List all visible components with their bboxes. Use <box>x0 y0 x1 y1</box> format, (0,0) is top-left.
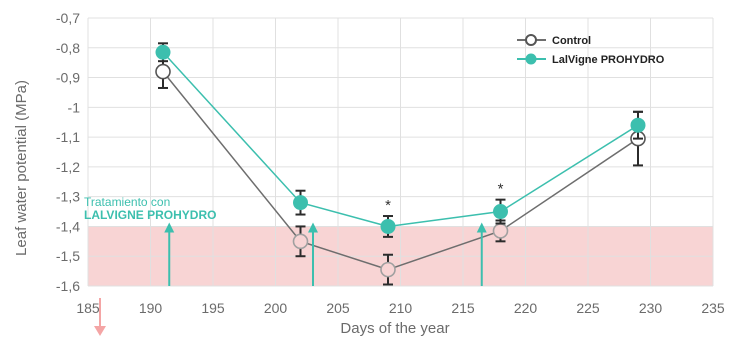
treatment-arrow-head <box>164 222 175 233</box>
y-tick-label: -0,9 <box>56 70 80 86</box>
y-tick-label: -1 <box>68 99 81 115</box>
data-point <box>492 223 509 239</box>
data-point <box>293 195 308 211</box>
x-axis-title: Days of the year <box>340 320 449 337</box>
y-axis-title: Leaf water potential (MPa) <box>13 80 30 256</box>
y-axis: -0,7 -0,8 -0,9 -1 -1,1 -1,2 -1,3 -1,4 -1,5 -1,6 <box>56 10 80 294</box>
treatment-arrow-head <box>308 222 318 233</box>
significance-star: * <box>385 197 391 214</box>
y-tick-label: -0,7 <box>56 10 80 26</box>
legend-control-marker <box>525 34 537 46</box>
x-tick-label: 200 <box>264 300 288 316</box>
data-point <box>292 233 309 250</box>
x-tick-label: 220 <box>514 300 538 316</box>
y-tick-label: -1,1 <box>56 129 80 145</box>
x-tick-label: 185 <box>76 300 100 316</box>
x-axis: 185 190 195 200 205 210 215 220 225 230 235 <box>76 300 725 316</box>
data-point <box>155 44 171 60</box>
data-point <box>630 117 646 133</box>
x-tick-label: 205 <box>326 300 350 316</box>
data-point <box>380 261 396 278</box>
significance-star: * <box>498 181 504 198</box>
legend-prohydro-marker <box>525 53 537 65</box>
y-tick-label: -0,8 <box>56 40 80 56</box>
down-arrow-head <box>94 326 106 336</box>
data-point <box>493 204 508 220</box>
x-tick-label: 235 <box>701 300 725 316</box>
data-point <box>380 218 396 234</box>
annotation-line1: Tratamiento con <box>84 195 170 209</box>
x-tick-label: 190 <box>139 300 163 316</box>
x-tick-label: 225 <box>576 300 600 316</box>
x-tick-label: 230 <box>639 300 663 316</box>
series-1 <box>155 42 646 238</box>
x-tick-label: 195 <box>201 300 225 316</box>
legend-prohydro-label: LalVigne PROHYDRO <box>552 54 665 66</box>
x-tick-label: 210 <box>389 300 413 316</box>
down-arrow <box>94 298 106 336</box>
annotation-line2: LALVIGNE PROHYDRO <box>84 208 216 222</box>
y-tick-label: -1,6 <box>56 278 80 294</box>
y-tick-label: -1,5 <box>56 248 80 264</box>
grid <box>87 17 714 287</box>
data-point <box>155 63 171 80</box>
y-tick-label: -1,4 <box>56 218 80 234</box>
y-tick-label: -1,3 <box>56 189 80 205</box>
y-tick-label: -1,2 <box>56 159 80 175</box>
treatment-arrow-head <box>476 222 487 233</box>
legend: Control LalVigne PROHYDRO <box>517 34 665 66</box>
x-tick-label: 215 <box>451 300 475 316</box>
legend-control-label: Control <box>552 35 591 47</box>
series-layer <box>155 42 646 286</box>
significance-marks: ** <box>385 181 504 214</box>
treatment-arrows <box>164 222 487 286</box>
